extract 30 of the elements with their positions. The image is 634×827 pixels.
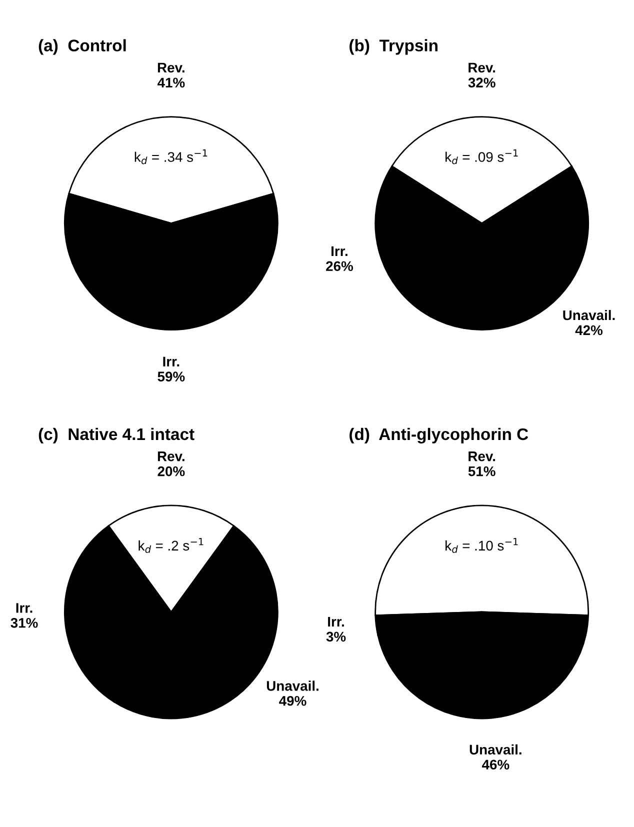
data-label: 41% bbox=[157, 78, 185, 88]
chart-title: (a) Control bbox=[38, 39, 126, 55]
text: k$_{d}$ = .2 s$^{−1}$ bbox=[138, 538, 204, 553]
data-label: 32% bbox=[468, 78, 496, 88]
chart-title: (b) Trypsin bbox=[350, 39, 438, 55]
slice-label: Rev. bbox=[158, 452, 184, 462]
slice-label: Rev. bbox=[468, 62, 496, 73]
chart-title: (d) Anti-glycophorin C bbox=[350, 428, 528, 444]
data-label: 20% bbox=[158, 466, 185, 476]
slice-label: Rev. bbox=[468, 452, 496, 462]
slice-label: Rev. bbox=[158, 62, 184, 73]
data-label: 26% bbox=[326, 261, 354, 272]
slice-label: Unavail. bbox=[266, 680, 318, 691]
data-label: 49% bbox=[279, 696, 306, 706]
data-label: 59% bbox=[158, 372, 185, 382]
slice-label: Irr. bbox=[163, 356, 180, 366]
data-label: 42% bbox=[575, 325, 603, 336]
slice-label: Unavail. bbox=[563, 310, 615, 320]
chart-title: (c) Native 4.1 intact bbox=[38, 428, 194, 444]
text: k$_{d}$ = .09 s$^{−1}$ bbox=[446, 149, 518, 164]
slice-label: Unavail. bbox=[470, 744, 522, 755]
data-label: 3% bbox=[326, 632, 346, 642]
slice-label: Irr. bbox=[328, 616, 344, 627]
slice-label: Irr. bbox=[16, 603, 32, 613]
text: k$_{d}$ = .34 s$^{−1}$ bbox=[134, 149, 208, 164]
data-label: 51% bbox=[468, 466, 496, 476]
data-label: 31% bbox=[10, 618, 38, 628]
text: k$_{d}$ = .10 s$^{−1}$ bbox=[446, 538, 518, 553]
data-label: 46% bbox=[482, 760, 510, 770]
slice-label: Irr. bbox=[332, 246, 348, 256]
